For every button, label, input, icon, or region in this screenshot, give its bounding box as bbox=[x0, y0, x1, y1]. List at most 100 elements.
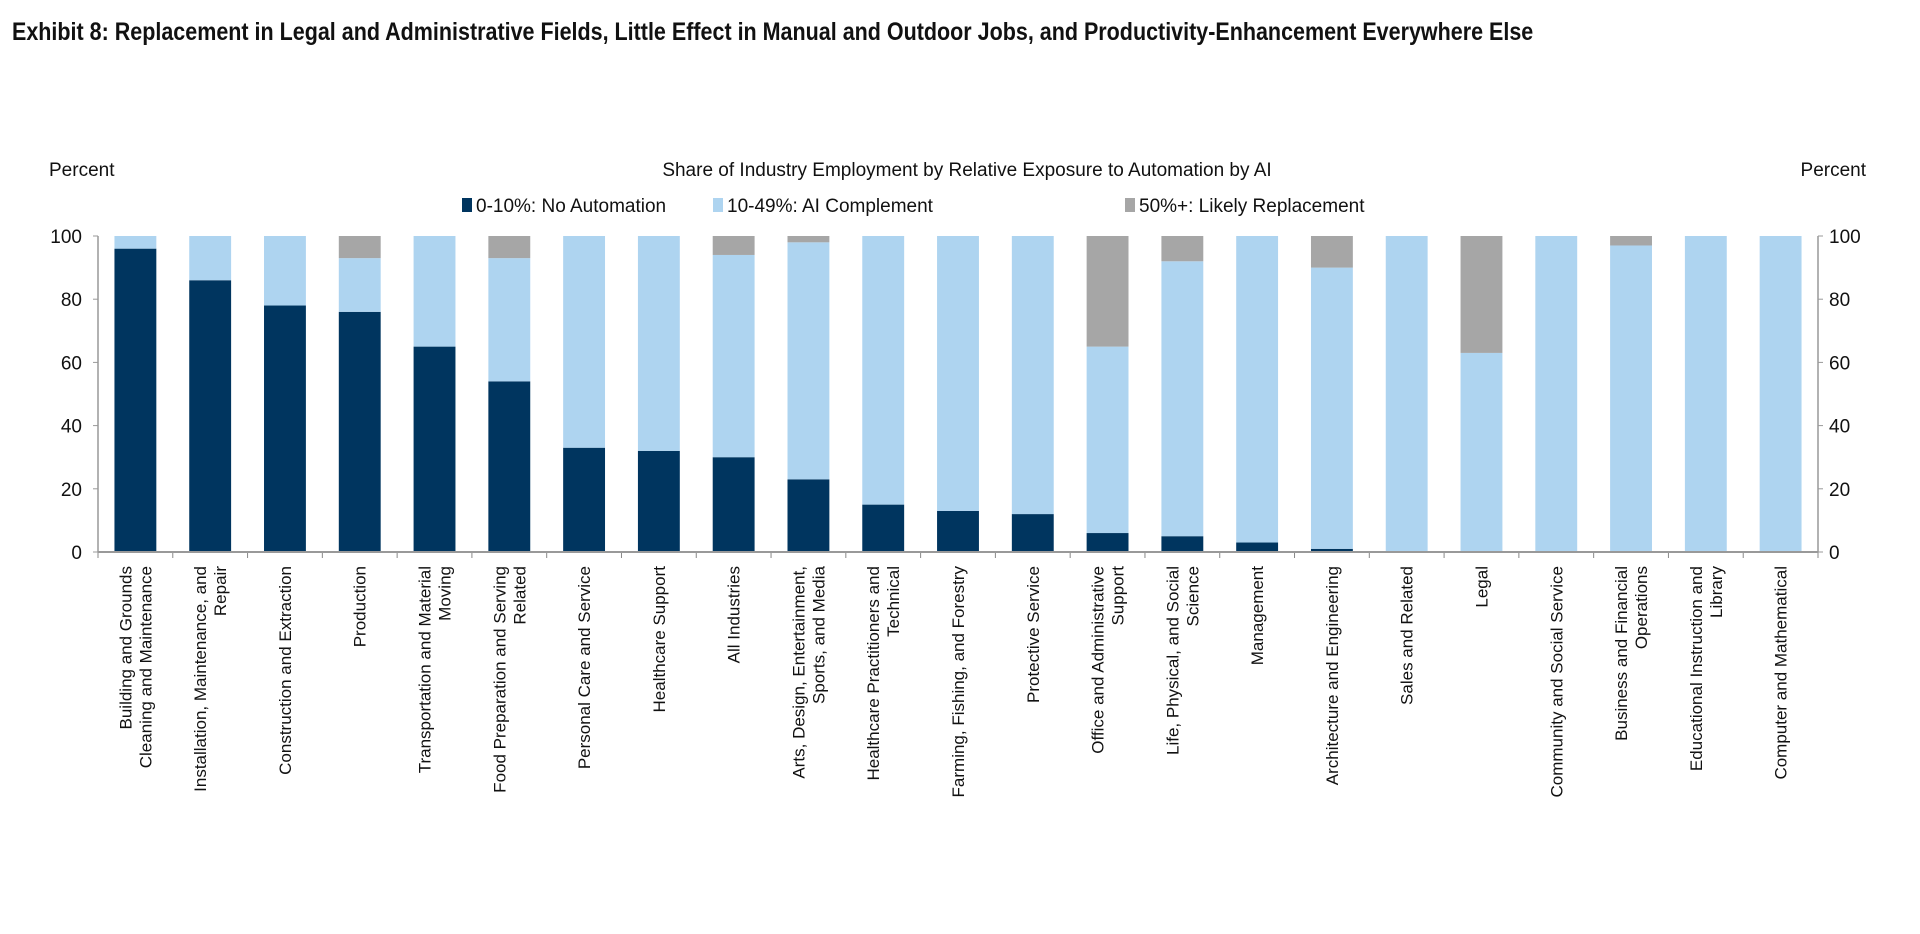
x-tick-label: Technical bbox=[884, 566, 903, 637]
y-tick-label-left: 100 bbox=[50, 227, 82, 248]
bar-segment-ai-complement bbox=[1011, 236, 1054, 515]
left-axis-label: Percent bbox=[49, 160, 115, 181]
y-tick-label-right: 80 bbox=[1829, 290, 1850, 311]
bar-segment-no-automation bbox=[712, 457, 755, 552]
bar-segment-ai-complement bbox=[1684, 236, 1727, 552]
bar-segment-ai-complement bbox=[1610, 245, 1652, 553]
x-tick-label: Construction and Extraction bbox=[276, 566, 295, 775]
bar-segment-ai-complement bbox=[712, 254, 755, 458]
y-tick-label-right: 0 bbox=[1829, 543, 1840, 564]
bar-segment-likely-replacement bbox=[1610, 236, 1652, 246]
x-tick-label: Business and Financial bbox=[1612, 566, 1631, 741]
bar-segment-ai-complement bbox=[488, 258, 531, 382]
x-tick-label: Science bbox=[1183, 566, 1202, 626]
x-tick-label: Protective Service bbox=[1024, 566, 1043, 703]
bar-segment-no-automation bbox=[114, 248, 157, 552]
x-tick-label: Food Preparation and Serving bbox=[490, 566, 509, 793]
right-axis-label: Percent bbox=[1801, 160, 1867, 181]
x-tick-label: Farming, Fishing, and Forestry bbox=[949, 566, 968, 798]
y-tick-label-right: 40 bbox=[1829, 417, 1850, 438]
x-tick-label: Sports, and Media bbox=[809, 565, 828, 704]
x-tick-label: Library bbox=[1707, 566, 1726, 618]
x-tick-label: Moving bbox=[436, 566, 455, 621]
bar-segment-likely-replacement bbox=[712, 236, 755, 255]
y-tick-label-left: 20 bbox=[61, 480, 82, 501]
x-tick-label: Management bbox=[1248, 566, 1267, 666]
chart-subtitle: Share of Industry Employment by Relative… bbox=[662, 160, 1271, 181]
bar-segment-ai-complement bbox=[264, 236, 306, 306]
legend-swatch bbox=[462, 198, 472, 212]
x-tick-label: Operations bbox=[1632, 566, 1651, 649]
bar-segment-ai-complement bbox=[637, 236, 680, 451]
bar-segment-no-automation bbox=[413, 346, 456, 552]
x-tick-label: Community and Social Service bbox=[1547, 566, 1566, 797]
bar-segment-likely-replacement bbox=[488, 236, 531, 259]
y-tick-label-left: 80 bbox=[61, 290, 82, 311]
y-tick-label-right: 20 bbox=[1829, 480, 1850, 501]
bar-segment-no-automation bbox=[189, 280, 232, 552]
bar-segment-no-automation bbox=[264, 305, 306, 552]
legend-label: 50%+: Likely Replacement bbox=[1139, 196, 1365, 217]
x-tick-label: Building and Grounds bbox=[116, 566, 135, 730]
bar-segment-ai-complement bbox=[338, 258, 381, 312]
bar-segment-ai-complement bbox=[1161, 261, 1204, 537]
x-tick-label: Life, Physical, and Social bbox=[1163, 566, 1182, 755]
bar-segment-ai-complement bbox=[413, 236, 456, 347]
bar-segment-no-automation bbox=[862, 504, 905, 552]
y-tick-label-left: 0 bbox=[71, 543, 82, 564]
bar-segment-ai-complement bbox=[1236, 236, 1279, 543]
x-tick-label: Computer and Mathematical bbox=[1772, 566, 1791, 780]
x-tick-label: Related bbox=[510, 566, 529, 625]
x-tick-label: Healthcare Practitioners and bbox=[864, 566, 883, 781]
bar-segment-ai-complement bbox=[1310, 267, 1353, 549]
legend-label: 0-10%: No Automation bbox=[476, 196, 666, 217]
bar-segment-no-automation bbox=[937, 510, 979, 552]
bar-segment-ai-complement bbox=[114, 236, 157, 249]
x-tick-label: Cleaning and Maintenance bbox=[136, 566, 155, 768]
bar-segment-likely-replacement bbox=[338, 236, 381, 259]
bar-segment-no-automation bbox=[787, 479, 830, 552]
x-tick-label: Healthcare Support bbox=[650, 566, 669, 713]
x-tick-label: Arts, Design, Entertainment, bbox=[789, 566, 808, 779]
bar-segment-likely-replacement bbox=[1310, 236, 1353, 268]
x-tick-label: Repair bbox=[211, 566, 230, 616]
bar-segment-ai-complement bbox=[1385, 236, 1428, 552]
bar-segment-ai-complement bbox=[1535, 236, 1578, 552]
chart-title: Exhibit 8: Replacement in Legal and Admi… bbox=[12, 18, 1534, 46]
bar-segment-likely-replacement bbox=[787, 236, 830, 243]
x-tick-label: Transportation and Material bbox=[416, 566, 435, 773]
y-tick-label-right: 60 bbox=[1829, 353, 1850, 374]
bar-segment-no-automation bbox=[1086, 533, 1129, 552]
legend-swatch bbox=[1125, 198, 1135, 212]
x-tick-label: All Industries bbox=[725, 566, 744, 663]
bar-segment-ai-complement bbox=[189, 236, 232, 281]
bar-segment-likely-replacement bbox=[1086, 236, 1129, 347]
bar-segment-ai-complement bbox=[862, 236, 905, 505]
bar-segment-no-automation bbox=[1011, 514, 1054, 552]
bar-segment-likely-replacement bbox=[1460, 236, 1503, 353]
bar-segment-ai-complement bbox=[1086, 346, 1129, 534]
bar-segment-likely-replacement bbox=[1161, 236, 1204, 262]
bar-segment-no-automation bbox=[563, 447, 606, 552]
x-tick-label: Legal bbox=[1472, 566, 1491, 608]
x-tick-label: Production bbox=[351, 566, 370, 647]
x-tick-label: Support bbox=[1109, 566, 1128, 626]
y-tick-label-right: 100 bbox=[1829, 227, 1861, 248]
bar-segment-ai-complement bbox=[1759, 236, 1802, 552]
y-tick-label-left: 40 bbox=[61, 417, 82, 438]
x-tick-label: Sales and Related bbox=[1398, 566, 1417, 705]
bar-segment-ai-complement bbox=[563, 236, 606, 448]
x-tick-label: Personal Care and Service bbox=[575, 566, 594, 769]
bar-segment-ai-complement bbox=[937, 236, 979, 511]
legend-swatch bbox=[713, 198, 723, 212]
legend-label: 10-49%: AI Complement bbox=[727, 196, 934, 217]
x-tick-label: Office and Administrative bbox=[1089, 566, 1108, 754]
legend: 0-10%: No Automation 10-49%: AI Complemen… bbox=[462, 196, 1365, 217]
x-tick-label: Architecture and Engineering bbox=[1323, 566, 1342, 785]
y-tick-label-left: 60 bbox=[61, 353, 82, 374]
bar-segment-no-automation bbox=[488, 381, 531, 552]
bar-segment-no-automation bbox=[338, 311, 381, 552]
bar-segment-ai-complement bbox=[1460, 352, 1503, 552]
bar-segment-ai-complement bbox=[787, 242, 830, 480]
